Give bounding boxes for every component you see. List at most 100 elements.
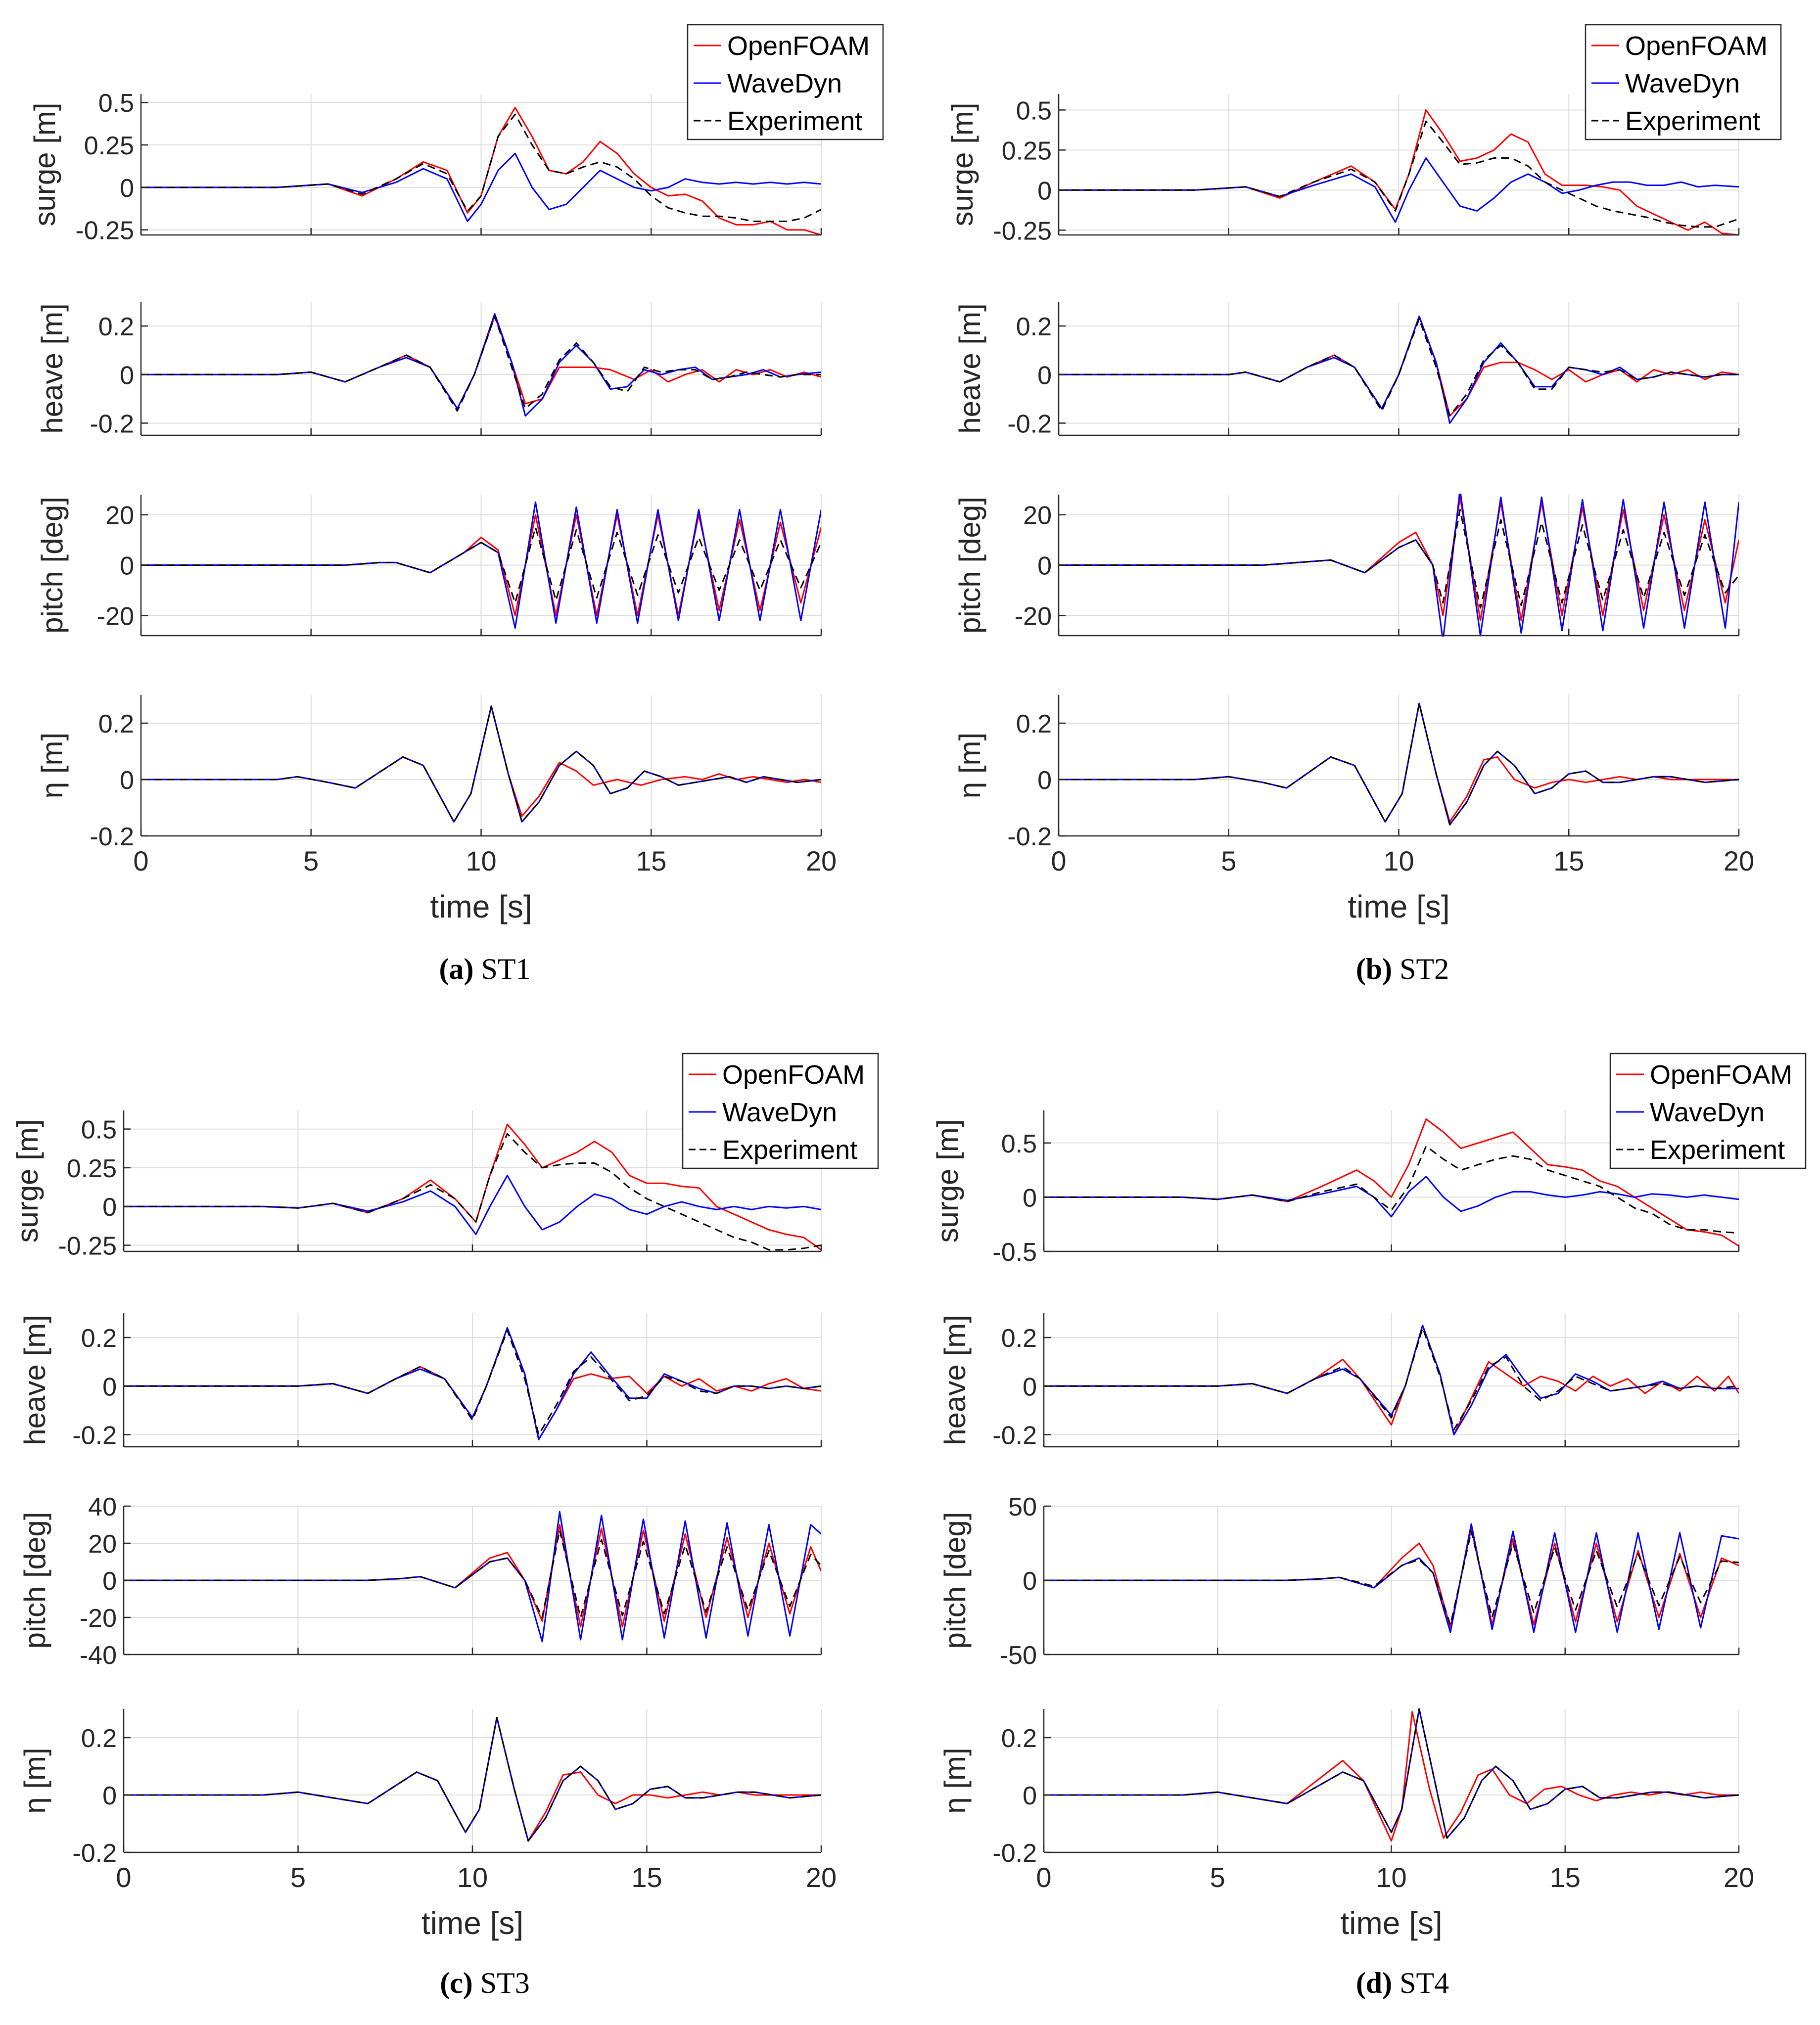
panel-d-sub4-ylabel: η [m]	[938, 1748, 972, 1813]
panel-d-sub3-ytick-label: -50	[1000, 1641, 1037, 1670]
panel-d-sub3-ytick-label: 50	[1008, 1493, 1037, 1521]
panel-b-sub3-ylabel: pitch [deg]	[953, 497, 986, 634]
panel-b-xtick-label: 15	[1553, 845, 1584, 876]
panel-c-sub3-ytick-label: 0	[102, 1567, 117, 1596]
panel-b-sub2-axes: 0.2 0 -0.2 heave [m]	[953, 302, 1740, 438]
panel-d-sub2-ylabel: heave [m]	[938, 1315, 972, 1445]
panel-c-sub3-series-wavedyn	[124, 1511, 821, 1643]
caption-c: (c) ST3	[440, 1966, 530, 2000]
panel-b-legend: OpenFOAM WaveDyn Experiment	[1585, 24, 1782, 140]
panel-a-sub3-series-experiment	[141, 526, 821, 604]
panel-a-sub2-ylabel: heave [m]	[36, 303, 69, 433]
panel-a-xlabel: time [s]	[430, 889, 532, 924]
panel-c-sub4-ylabel: η [m]	[18, 1748, 51, 1813]
panel-c-sub4-ytick-label: 0	[102, 1782, 117, 1810]
panel-c-xtick-label: 5	[290, 1862, 306, 1893]
panel-b-sub1-axes: 0.5 0.25 0 -0.25 surge [m]	[946, 94, 1740, 245]
panel-d-sub1-series-openfoam	[1044, 1118, 1739, 1247]
panel-d-sub1-ytick-label: 0.5	[1001, 1130, 1037, 1158]
panel-a-sub4-ytick-label: -0.2	[90, 823, 134, 851]
panel-b-sub2-ylabel: heave [m]	[953, 303, 986, 433]
panel-b-sub4-series-experiment	[1059, 702, 1739, 826]
panel-c-xlabel: time [s]	[421, 1905, 523, 1941]
panel-a-sub3-ytick-label: 20	[105, 502, 134, 530]
panel-c-sub2-ytick-label: 0.2	[81, 1324, 117, 1353]
panel-b-sub1-series-experiment	[1059, 120, 1739, 228]
legend-label-openfoam: OpenFOAM	[1625, 31, 1768, 61]
panel-a-sub2-ytick-label: 0	[120, 361, 134, 390]
caption-d-letter: (d)	[1355, 1967, 1393, 1999]
panel-d-sub3-ytick-label: 0	[1023, 1567, 1037, 1596]
panel-d-xtick-label: 15	[1550, 1862, 1581, 1893]
panel-c-sub1-ylabel: surge [m]	[11, 1119, 44, 1243]
panel-a-sub1-ylabel: surge [m]	[28, 102, 61, 226]
panel-d-sub2-ytick-label: 0.2	[1001, 1324, 1037, 1353]
panel-a-sub1-ytick-label: -0.25	[75, 217, 134, 245]
panel-b-sub1-ytick-label: -0.25	[993, 217, 1052, 245]
panel-a-sub2-series-experiment	[141, 316, 821, 412]
panel-b-sub4-ylabel: η [m]	[953, 733, 986, 798]
panel-c-sub2-ytick-label: -0.2	[72, 1421, 117, 1450]
panel-c-sub3-series-experiment	[124, 1529, 821, 1618]
panel-a-sub3-axes: 20 0 -20 pitch [deg]	[36, 495, 822, 637]
caption-a-name: ST1	[481, 953, 531, 985]
panel-d-sub1-axes: 0.5 0 -0.5 surge [m]	[931, 1110, 1740, 1267]
panel-b-sub4-axes: 0.2 0 -0.2 η [m]	[953, 695, 1740, 851]
panel-d-sub1-ytick-label: -0.5	[992, 1238, 1037, 1267]
panel-d-xtick-label: 5	[1210, 1862, 1225, 1893]
panel-b-xlabel: time [s]	[1348, 889, 1449, 924]
caption-a-letter: (a)	[439, 953, 474, 985]
caption-b-letter: (b)	[1355, 953, 1393, 985]
panel-a-sub2-axes: 0.2 0 -0.2 heave [m]	[36, 302, 822, 438]
caption-d: (d) ST4	[1356, 1966, 1449, 2000]
panel-d-sub2-series-openfoam	[1044, 1325, 1739, 1435]
panel-d-sub2-series-experiment	[1044, 1327, 1739, 1431]
panel-a-sub4-axes: 0.2 0 -0.2 η [m]	[36, 695, 822, 851]
caption-c-name: ST3	[480, 1967, 530, 1999]
panel-a-sub3-ytick-label: 0	[120, 552, 134, 581]
panel-c-xtick-label: 20	[806, 1862, 837, 1893]
panel-a-xtick-label: 0	[133, 845, 148, 876]
panel-a-legend: OpenFOAM WaveDyn Experiment	[687, 24, 884, 140]
panel-b-sub1-series-wavedyn	[1059, 157, 1739, 223]
panel-c-sub3-ytick-label: 40	[88, 1493, 117, 1521]
panel-b-sub4-ytick-label: 0.2	[1016, 710, 1052, 738]
panel-b-xtick-label: 0	[1051, 845, 1066, 876]
panel-c-sub2-ytick-label: 0	[102, 1373, 117, 1401]
panel-a-xtick-label: 20	[806, 845, 837, 876]
panel-b-sub3-axes: 20 0 -20 pitch [deg]	[953, 494, 1740, 637]
legend-label-experiment: Experiment	[1625, 106, 1760, 136]
legend-label-wavedyn: WaveDyn	[1625, 69, 1740, 98]
panel-b-sub1-series-openfoam	[1059, 109, 1739, 236]
panel-c-sub1-series-experiment	[124, 1133, 821, 1251]
panel-b-xtick-label: 10	[1383, 845, 1414, 876]
caption-b: (b) ST2	[1356, 952, 1449, 986]
panel-d-sub4-ytick-label: -0.2	[992, 1839, 1037, 1868]
panel-c-sub3-ytick-label: -20	[80, 1604, 117, 1633]
panel-b-sub1-ytick-label: 0	[1037, 177, 1052, 205]
panel-b-xtick-label: 5	[1221, 845, 1236, 876]
panel-a-sub1-axes: 0.5 0.25 0 -0.25 surge [m]	[28, 89, 822, 245]
panel-c-sub1-ytick-label: -0.25	[58, 1232, 117, 1260]
panel-d-xlabel: time [s]	[1340, 1905, 1442, 1941]
panel-a-xtick-label: 5	[303, 845, 319, 876]
panel-d-sub1-series-wavedyn	[1044, 1176, 1739, 1218]
panel-d-sub1-ylabel: surge [m]	[931, 1119, 964, 1243]
panel-a-sub2-ytick-label: 0.2	[98, 313, 134, 341]
panel-d-xtick-label: 20	[1724, 1862, 1754, 1893]
panel-c-sub3-ytick-label: 20	[88, 1530, 117, 1559]
panel-a-sub1-series-wavedyn	[141, 152, 821, 222]
panel-c-sub3-ytick-label: -40	[80, 1641, 117, 1670]
panel-a-sub1-series-openfoam	[141, 107, 821, 236]
panel-a-sub2-series-wavedyn	[141, 313, 821, 417]
panel-b-sub3-series-experiment	[1059, 509, 1739, 609]
panel-c-sub2-series-experiment	[124, 1329, 821, 1435]
panel-b-sub3-ytick-label: 0	[1037, 552, 1052, 581]
legend-label-wavedyn: WaveDyn	[722, 1098, 837, 1127]
caption-c-letter: (c)	[440, 1967, 473, 1999]
panel-c-sub2-axes: 0.2 0 -0.2 heave [m]	[18, 1313, 822, 1450]
legend-label-experiment: Experiment	[727, 106, 862, 136]
panel-c-sub4-axes: 0.2 0 -0.2 η [m]	[18, 1709, 822, 1868]
